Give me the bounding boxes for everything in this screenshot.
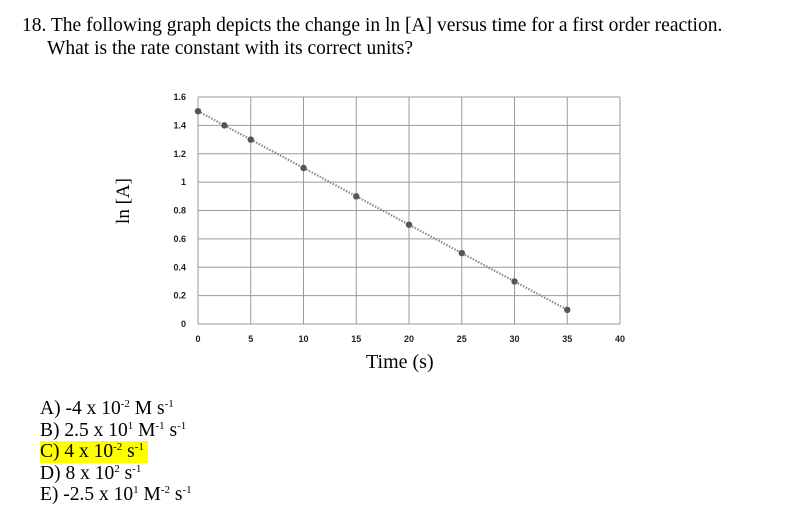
answer-exp2: -1 bbox=[164, 398, 174, 410]
data-point bbox=[458, 249, 465, 257]
answer-text: D) 8 x 102 s-1 bbox=[40, 463, 141, 484]
answer-tail: s bbox=[170, 484, 183, 505]
answer-choice[interactable]: C) 4 x 10-2 s-1 bbox=[40, 441, 192, 463]
y-axis-label: ln [A] bbox=[113, 178, 134, 224]
y-tick-label: 0.4 bbox=[173, 262, 186, 272]
x-tick-label: 30 bbox=[509, 334, 519, 344]
answer-label: C) bbox=[40, 441, 65, 462]
answer-label: E) bbox=[40, 484, 64, 505]
y-tick-label: 0.6 bbox=[173, 234, 186, 244]
answer-mid: M bbox=[133, 419, 156, 441]
data-point bbox=[221, 122, 228, 129]
answer-text: E) -2.5 x 101 M-2 s-1 bbox=[40, 484, 192, 505]
answer-text: 4 x 10 bbox=[64, 441, 114, 462]
answer-exp1: 2 bbox=[114, 462, 120, 475]
answer-exp2: -1 bbox=[132, 462, 142, 475]
x-tick-label: 25 bbox=[457, 334, 467, 344]
answer-choice[interactable]: D) 8 x 102 s-1 bbox=[40, 463, 192, 485]
x-tick-label: 15 bbox=[351, 334, 361, 344]
x-tick-label: 20 bbox=[404, 334, 414, 344]
question-text: 18. The following graph depicts the chan… bbox=[22, 14, 792, 60]
x-axis-label: Time (s) bbox=[366, 351, 434, 373]
answer-label: A) bbox=[40, 398, 66, 419]
y-tick-label: 1 bbox=[181, 177, 186, 187]
answer-exp1: -2 bbox=[120, 398, 130, 410]
answer-text: -2.5 x 10 bbox=[63, 484, 134, 505]
x-tick-label: 40 bbox=[615, 334, 625, 344]
answer-mid: M s bbox=[129, 398, 165, 419]
data-point bbox=[300, 164, 307, 172]
answer-text: 8 x 10 bbox=[65, 462, 115, 484]
y-tick-label: 1.2 bbox=[173, 149, 186, 159]
y-tick-label: 1.4 bbox=[173, 120, 186, 130]
answer-exp2: -1 bbox=[134, 441, 144, 453]
answer-text: B) 2.5 x 101 M-1 s-1 bbox=[40, 420, 186, 441]
data-point bbox=[405, 221, 413, 228]
answer-tail: s bbox=[164, 419, 178, 441]
x-tick-label: 0 bbox=[195, 334, 200, 344]
answer-exp1: 1 bbox=[133, 484, 139, 496]
answer-exp1: 1 bbox=[127, 419, 134, 432]
answer-choice[interactable]: E) -2.5 x 101 M-2 s-1 bbox=[40, 484, 192, 506]
answer-label: B) bbox=[40, 419, 65, 441]
data-point bbox=[511, 278, 518, 285]
x-tick-label: 10 bbox=[298, 334, 308, 344]
data-point bbox=[564, 306, 571, 314]
y-tick-label: 0.2 bbox=[173, 291, 186, 301]
answer-label: D) bbox=[40, 462, 66, 484]
answer-mid: M bbox=[138, 484, 161, 505]
highlighted-answer: C) 4 x 10-2 s-1 bbox=[40, 441, 148, 463]
answer-choice[interactable]: A) -4 x 10-2 M s-1 bbox=[40, 398, 192, 420]
data-point bbox=[353, 193, 360, 200]
question-line-2: What is the rate constant with its corre… bbox=[47, 38, 414, 59]
data-point bbox=[194, 107, 202, 115]
answer-text: A) -4 x 10-2 M s-1 bbox=[40, 398, 174, 419]
x-tick-label: 5 bbox=[248, 334, 253, 344]
answer-exp3: -1 bbox=[177, 419, 187, 432]
answer-text: -4 x 10 bbox=[65, 398, 121, 419]
answer-exp3: -1 bbox=[182, 484, 192, 496]
answer-text: 2.5 x 10 bbox=[64, 419, 128, 441]
y-tick-label: 1.6 bbox=[173, 92, 186, 102]
answer-exp2: -2 bbox=[160, 484, 171, 496]
y-tick-label: 0 bbox=[181, 319, 186, 329]
answer-mid: s bbox=[119, 462, 133, 484]
data-point bbox=[247, 136, 254, 143]
y-tick-label: 0.8 bbox=[173, 206, 186, 216]
answer-choice[interactable]: B) 2.5 x 101 M-1 s-1 bbox=[40, 420, 192, 442]
answer-mid: s bbox=[122, 441, 135, 462]
x-tick-label: 35 bbox=[562, 334, 572, 344]
trendline bbox=[197, 110, 568, 311]
question-line-1: 18. The following graph depicts the chan… bbox=[22, 15, 723, 36]
answer-exp2: -1 bbox=[155, 419, 165, 432]
answer-choices: A) -4 x 10-2 M s-1 B) 2.5 x 101 M-1 s-1 C)… bbox=[40, 398, 192, 506]
answer-exp1: -2 bbox=[113, 441, 123, 453]
